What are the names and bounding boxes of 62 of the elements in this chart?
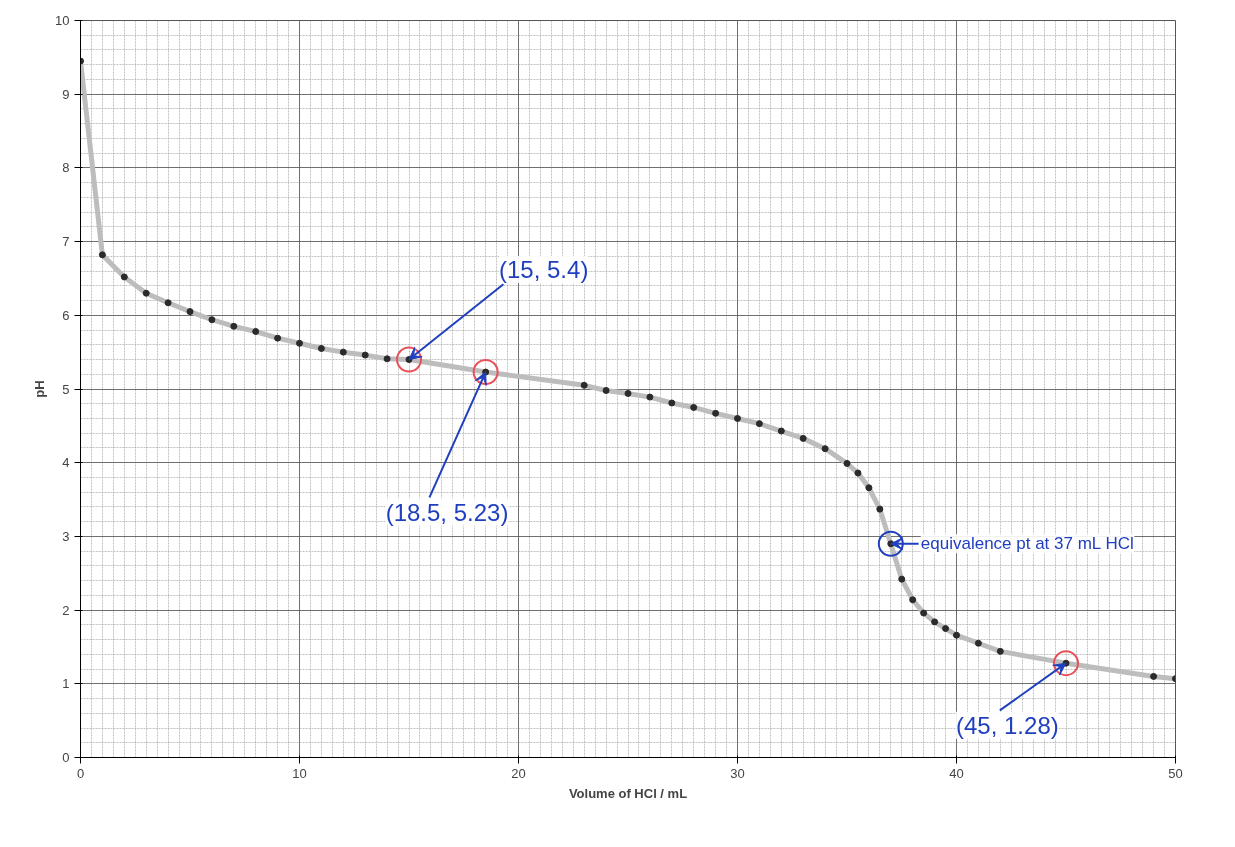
point (208, 316, 216, 324)
y-tick-label: 1 (62, 676, 70, 692)
point (361, 351, 369, 359)
point (854, 469, 862, 477)
x-tick-label: 0 (76, 765, 85, 781)
y-tick-label: 5 (62, 381, 70, 397)
y-tick-label: 2 (62, 602, 70, 618)
x-tick-label: 20 (511, 765, 526, 781)
point (602, 386, 610, 394)
y-tick-label: 7 (62, 234, 70, 250)
annotation: (18.5, 5.23) (385, 498, 509, 526)
point (142, 289, 150, 297)
annotation: equivalence pt at 37 mL HCl (920, 534, 1134, 554)
point (821, 445, 829, 453)
point (799, 434, 807, 442)
point (920, 609, 928, 617)
point (580, 381, 588, 389)
y-tick-label: 6 (62, 307, 70, 323)
point (777, 427, 785, 435)
point (186, 308, 194, 316)
y-axis-title: pH (32, 380, 48, 398)
point (668, 399, 676, 407)
point (339, 348, 347, 356)
point (755, 420, 763, 428)
point (296, 339, 303, 347)
point (909, 596, 917, 604)
y-tick-label: 10 (55, 13, 70, 28)
point (843, 459, 851, 467)
point (230, 322, 238, 330)
y-tick-label: 8 (62, 160, 70, 176)
point (876, 505, 884, 513)
point (690, 403, 698, 411)
y-tick-label: 0 (62, 750, 70, 765)
point (865, 484, 873, 492)
point (996, 647, 1004, 655)
point (317, 344, 325, 352)
point (1150, 672, 1158, 680)
annotation: (15, 5.4) (499, 256, 589, 284)
x-tick-label: 40 (949, 765, 964, 781)
x-tick-label: 30 (730, 765, 745, 781)
point (898, 575, 906, 583)
point (164, 299, 172, 307)
point (98, 251, 106, 259)
point (942, 625, 950, 633)
y-tick-label: 9 (62, 86, 70, 102)
y-tick-label: 3 (62, 528, 70, 544)
annotation: (45, 1.28) (956, 711, 1059, 739)
y-tick-label: 4 (62, 455, 70, 471)
point (953, 631, 960, 639)
point (931, 618, 939, 626)
point (624, 389, 632, 397)
point (274, 334, 282, 342)
point (646, 393, 654, 401)
point (120, 273, 128, 281)
point (252, 328, 260, 336)
x-tick-label: 10 (292, 765, 307, 781)
point (974, 639, 982, 647)
x-axis-title: Volume of HCl / mL (568, 785, 688, 801)
point (734, 414, 741, 422)
point (383, 355, 391, 363)
x-tick-label: 50 (1168, 765, 1183, 781)
point (712, 409, 720, 417)
